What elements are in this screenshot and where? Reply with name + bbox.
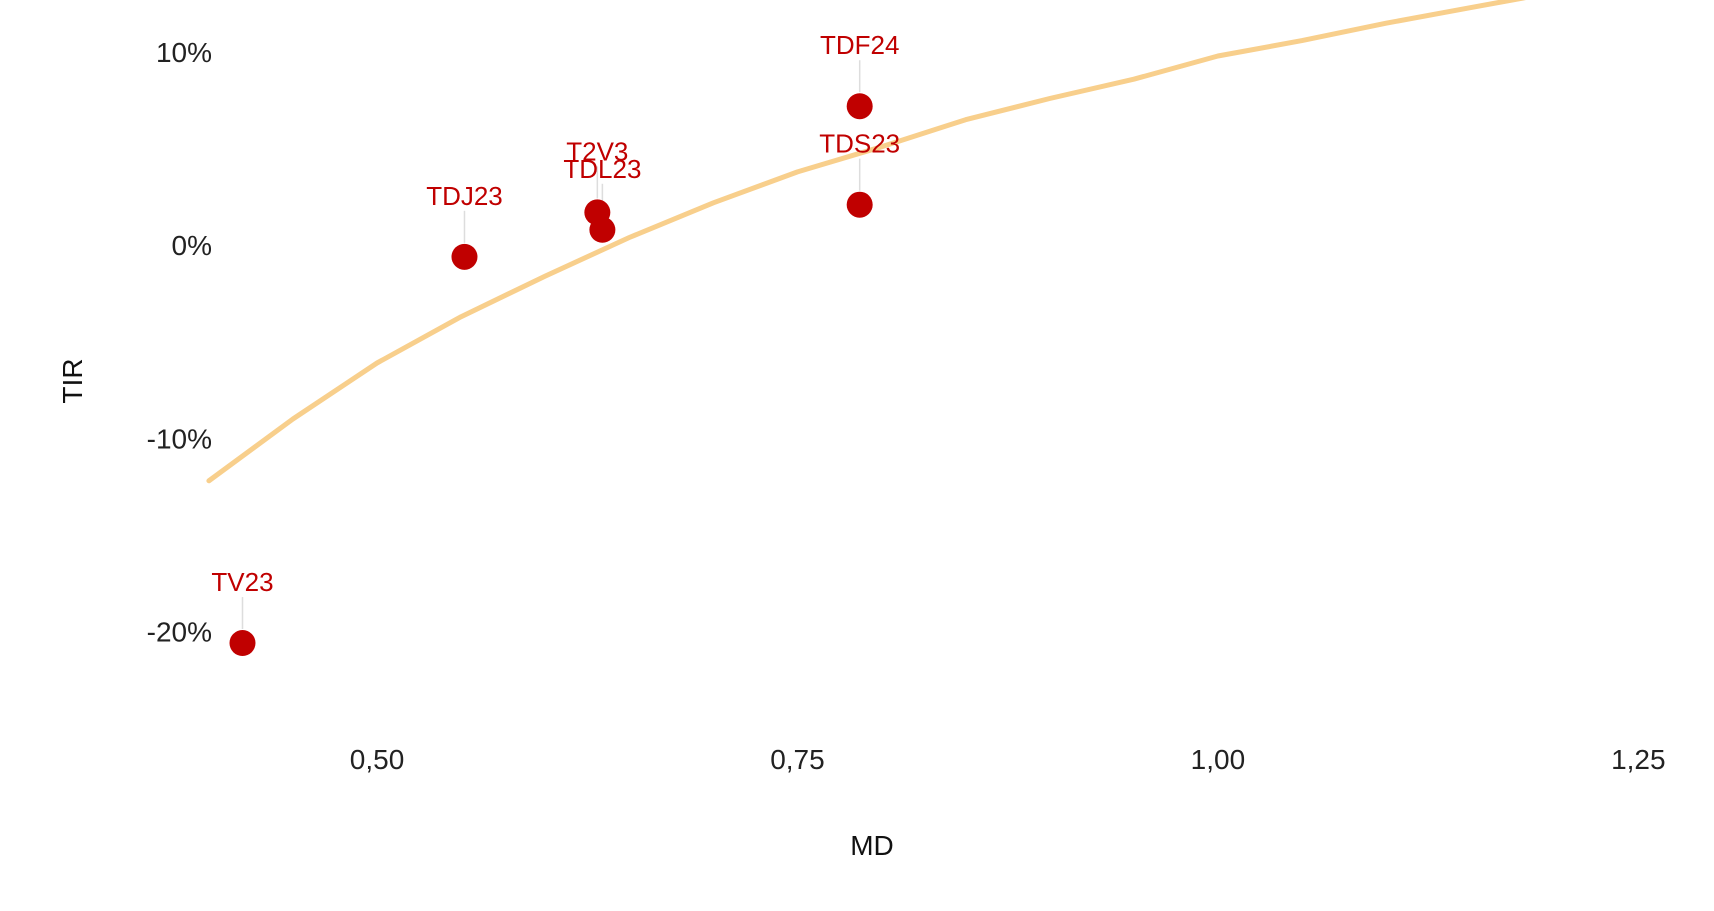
point-label: TDS23 (819, 129, 900, 159)
point-label-layer: TV23TDJ23T2V3TDL23TDF24TDS23TV24 (211, 30, 900, 597)
x-axis-ticks: 0,50 0,75 1,00 1,25 (350, 744, 1666, 775)
data-point (229, 630, 256, 657)
x-tick-label: 0,50 (350, 744, 405, 775)
data-point (589, 216, 616, 243)
data-point (451, 243, 478, 270)
x-tick-label: 0,75 (770, 744, 825, 775)
point-label: TDJ23 (426, 181, 503, 211)
y-axis-ticks: -20% -10% 0% 10% (147, 37, 212, 647)
point-label: TV23 (211, 567, 273, 597)
y-tick-label: -10% (147, 423, 212, 454)
point-label: TDL23 (563, 154, 641, 184)
trend-curve-layer (206, 0, 1527, 484)
data-point (846, 93, 873, 120)
y-axis-title: TIR (57, 358, 88, 403)
point-label: T2V3 (566, 136, 628, 166)
x-tick-label: 1,25 (1611, 744, 1666, 775)
y-tick-label: -20% (147, 616, 212, 647)
leader-line-layer (241, 60, 861, 630)
x-axis-title: MD (850, 830, 894, 861)
trend-curve (206, 0, 1527, 484)
point-label: TDF24 (820, 30, 899, 60)
x-tick-label: 1,00 (1191, 744, 1246, 775)
y-tick-label: 0% (172, 230, 212, 261)
data-point-layer (229, 93, 873, 657)
data-point (846, 191, 873, 218)
y-tick-label: 10% (156, 37, 212, 68)
